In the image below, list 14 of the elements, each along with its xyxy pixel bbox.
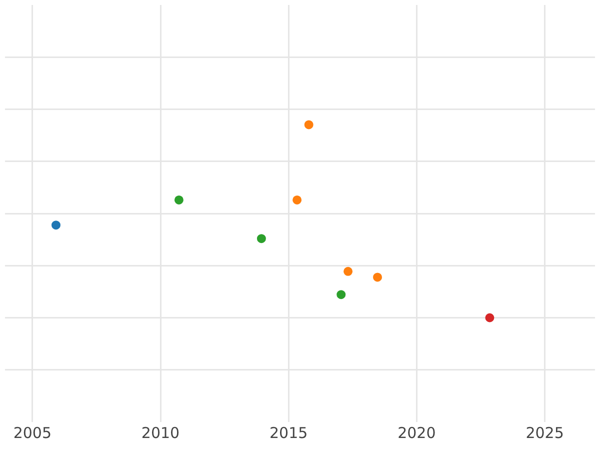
point: [292, 195, 302, 204]
point: [485, 313, 494, 322]
x-tick-label: 2015: [270, 424, 308, 442]
x-tick-label: 2020: [398, 424, 436, 442]
point: [304, 120, 314, 130]
point: [174, 195, 184, 204]
x-tick-label: 2010: [141, 424, 180, 442]
point: [372, 272, 382, 282]
point: [344, 266, 353, 276]
x-tick-label: 2025: [526, 424, 564, 442]
point: [336, 290, 346, 300]
point: [51, 220, 60, 230]
x-tick-label: 2005: [13, 424, 52, 442]
point: [256, 234, 266, 244]
